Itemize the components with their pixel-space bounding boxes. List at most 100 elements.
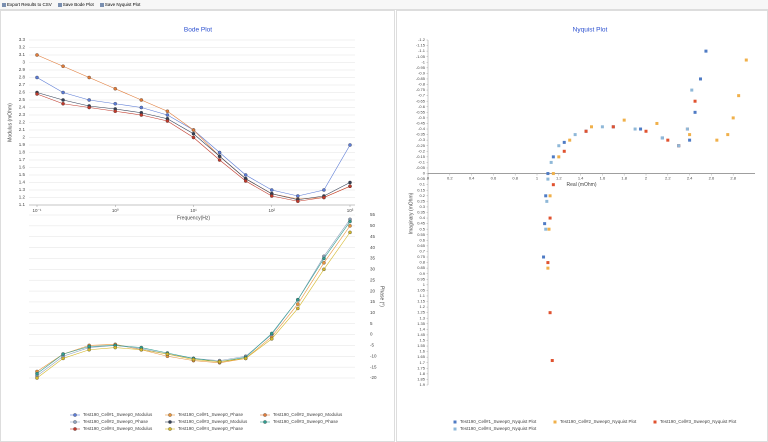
x-tick-label: 0.8 xyxy=(512,176,518,181)
data-point xyxy=(243,173,248,177)
x-tick-label: 1.2 xyxy=(556,176,562,181)
data-point xyxy=(622,118,626,122)
y-tick-label: 1.4 xyxy=(19,180,26,185)
y-tick-label: 0.75 xyxy=(417,254,426,259)
y-tick-label: 1.5 xyxy=(419,338,425,343)
y-tick-label: 1.3 xyxy=(19,187,26,192)
y-tick-label: -1.2 xyxy=(418,37,426,42)
data-point xyxy=(61,356,65,361)
data-point xyxy=(139,347,144,352)
y-tick-label: -0.45 xyxy=(416,121,426,126)
data-point xyxy=(113,87,118,91)
series-line xyxy=(36,54,351,200)
data-point xyxy=(165,352,170,356)
data-point xyxy=(113,109,118,114)
y-tick-label: -0.7 xyxy=(418,93,426,98)
data-point xyxy=(35,376,39,380)
legend-marker xyxy=(73,427,77,431)
y-tick-label: 1 xyxy=(423,282,426,287)
x-tick-label: 10⁰ xyxy=(112,208,119,213)
y-tick-label: 1.7 xyxy=(19,157,26,162)
y-tick-label: 0.35 xyxy=(417,210,426,215)
y-tick-label: -0.95 xyxy=(416,65,426,70)
x-tick-label: 1.6 xyxy=(600,176,606,181)
export-button[interactable]: Export Results to CSV xyxy=(2,2,52,7)
data-point xyxy=(61,64,65,69)
data-point xyxy=(191,132,196,136)
y-tick-label: 1.2 xyxy=(19,195,26,200)
y-tick-label: 1.7 xyxy=(419,360,425,365)
x-tick-label: 2 xyxy=(645,176,648,181)
x-tick-label: 1.8 xyxy=(621,176,627,181)
data-point xyxy=(269,337,274,341)
y-tick-label: 0.2 xyxy=(419,193,425,198)
y-tick-label: -1.05 xyxy=(416,54,426,59)
y-tick-label: 2.8 xyxy=(19,75,26,80)
y-tick-label: 2 xyxy=(22,135,25,140)
legend-marker xyxy=(73,420,77,424)
data-point xyxy=(726,133,730,137)
y-tick-label: 1.1 xyxy=(19,202,26,207)
data-point xyxy=(688,138,692,142)
x-tick-label: 0 xyxy=(427,176,430,181)
y-tick-label: -0.1 xyxy=(418,159,426,164)
y-tick-label: 1.25 xyxy=(417,310,426,315)
x-tick-label: 10³ xyxy=(347,208,354,213)
legend-marker xyxy=(653,420,657,424)
data-point xyxy=(296,302,300,306)
y-axis-label: Modulus (mOhm) xyxy=(7,103,13,142)
y2-axis-label: Phase (°) xyxy=(379,286,385,307)
data-point xyxy=(548,194,552,198)
data-point xyxy=(113,102,118,106)
save-bode-button[interactable]: Save Bode Plot xyxy=(57,2,94,7)
data-point xyxy=(35,92,39,96)
data-point xyxy=(693,99,697,103)
data-point xyxy=(139,113,144,117)
x-axis-label: Real (mOhm) xyxy=(566,182,596,188)
y-tick-label: 3.1 xyxy=(19,52,26,57)
data-point xyxy=(61,98,65,102)
data-point xyxy=(322,267,326,272)
y-tick-label: 1.45 xyxy=(417,332,426,337)
x-tick-label: 1.4 xyxy=(578,176,584,181)
data-point xyxy=(568,138,572,142)
data-point xyxy=(639,127,643,131)
data-point xyxy=(549,160,553,164)
y-tick-label: 3 xyxy=(22,60,25,65)
legend-label: Test190_Cell#2_Sweep0_Nyquist Plot xyxy=(560,419,637,424)
x-tick-label: 0.2 xyxy=(447,176,453,181)
y-tick-label: 1.6 xyxy=(19,165,26,170)
y-tick-label: -1.1 xyxy=(418,48,426,53)
data-point xyxy=(737,94,741,98)
legend-label: Test190_Cell#3_Sweep0_Phase xyxy=(273,419,339,424)
legend-marker xyxy=(553,420,557,424)
y2-tick-label: 5 xyxy=(370,321,373,326)
y2-tick-label: 45 xyxy=(370,234,376,239)
save-nyquist-button[interactable]: Save Nyquist Plot xyxy=(99,2,140,7)
y2-tick-label: 30 xyxy=(370,267,376,272)
y-tick-label: 0.1 xyxy=(419,182,425,187)
y-tick-label: 1.9 xyxy=(19,142,26,147)
y-tick-label: -0.8 xyxy=(418,82,426,87)
data-point xyxy=(243,179,248,183)
y-tick-label: -0.75 xyxy=(416,87,426,92)
data-point xyxy=(611,125,615,129)
y2-tick-label: 20 xyxy=(370,288,376,293)
data-point xyxy=(348,224,352,228)
y2-tick-label: -5 xyxy=(370,343,374,348)
data-point xyxy=(322,195,326,200)
y-tick-label: 1.05 xyxy=(417,287,426,292)
data-point xyxy=(546,177,550,181)
y-tick-label: 1.6 xyxy=(419,349,425,354)
y-tick-label: 1.55 xyxy=(417,343,426,348)
data-point xyxy=(87,344,91,349)
series-line xyxy=(36,92,351,201)
chart-title: Bode Plot xyxy=(184,27,212,34)
y-tick-label: 0.15 xyxy=(417,187,426,192)
legend-marker xyxy=(263,420,267,424)
y-tick-label: 1.3 xyxy=(419,315,425,320)
data-point xyxy=(690,88,694,92)
data-point xyxy=(348,219,352,224)
data-point xyxy=(217,359,222,364)
